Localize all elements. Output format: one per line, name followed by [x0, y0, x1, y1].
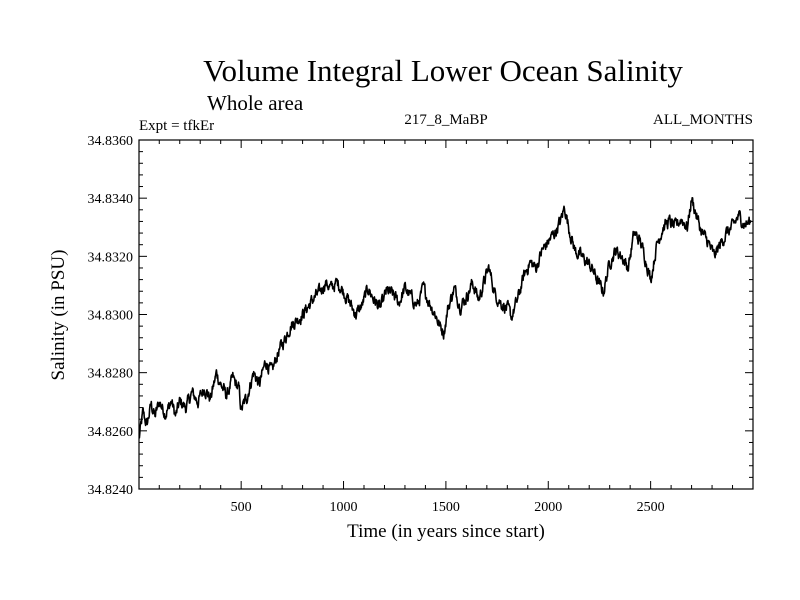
y-tick-label: 34.8320	[88, 250, 134, 265]
x-tick-label: 2000	[534, 500, 562, 515]
chart-subtitle: Whole area	[207, 91, 304, 115]
y-axis-label: Salinity (in PSU)	[48, 250, 69, 381]
x-ticks: 500 1000 1500 2000 2500	[158, 140, 734, 515]
x-tick-label: 500	[231, 500, 252, 515]
y-ticks: 34.8240 34.8260 34.8280 34.8300 34.8320 34.83…	[88, 134, 753, 498]
salinity-series-line	[138, 197, 752, 439]
x-axis-label: Time (in years since start)	[347, 521, 545, 542]
y-tick-label: 34.8280	[88, 367, 134, 382]
x-tick-label: 2500	[637, 500, 665, 515]
period-label: ALL_MONTHS	[653, 112, 753, 128]
plot-frame	[138, 139, 754, 490]
y-tick-label: 34.8260	[88, 425, 134, 440]
x-tick-label: 1000	[330, 500, 358, 515]
y-tick-label: 34.8360	[88, 134, 134, 149]
y-tick-label: 34.8340	[88, 192, 134, 207]
x-tick-label: 1500	[432, 500, 460, 515]
run-label: 217_8_MaBP	[404, 112, 487, 128]
y-tick-label: 34.8300	[88, 309, 134, 324]
y-tick-label: 34.8240	[88, 483, 134, 498]
experiment-label: Expt = tfkEr	[139, 118, 214, 134]
chart-title: Volume Integral Lower Ocean Salinity	[203, 53, 683, 88]
